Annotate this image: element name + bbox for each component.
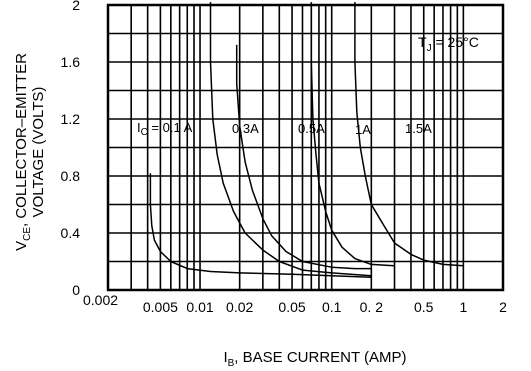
- y-axis-title-line2: VOLTAGE (VOLTS): [30, 87, 47, 218]
- x-tick-label: 0.002: [83, 292, 118, 308]
- y-tick-label: 0: [72, 282, 80, 298]
- plot-frame: [106, 3, 505, 292]
- y-tick-label: 0.8: [61, 168, 81, 184]
- x-tick-label: 1: [459, 299, 467, 315]
- series-curve-0: [149, 173, 372, 278]
- series-curve-2: [235, 44, 372, 270]
- x-tick-labels: 0.002 0.005 0.01 0.02 0.05 0.1 0. 2 0.5 1 2: [83, 292, 507, 315]
- x-tick-label: 0.005: [143, 299, 178, 315]
- series-curve-1: [209, 2, 372, 277]
- curves: [149, 2, 464, 278]
- y-tick-label: 0.4: [61, 225, 81, 241]
- y-axis-title-line1: VCE, COLLECTOR–EMITTER: [13, 53, 33, 251]
- series-curve-3: [310, 2, 395, 267]
- label-1a: 1A: [355, 122, 371, 137]
- series-curve-4: [354, 2, 464, 267]
- label-0-3a: 0.3A: [232, 121, 259, 136]
- y-tick-label: 1.6: [61, 54, 81, 70]
- x-tick-label: 2: [499, 299, 507, 315]
- x-tick-label: 0.01: [186, 299, 213, 315]
- y-tick-label: 2: [72, 0, 80, 13]
- plot-border: [106, 3, 505, 292]
- x-tick-label: 0. 2: [360, 299, 384, 315]
- label-ic-0-1a: IC = 0.1 A: [137, 120, 193, 138]
- x-tick-label: 0.05: [278, 299, 305, 315]
- x-axis-title: IB, BASE CURRENT (AMP): [223, 349, 406, 369]
- x-tick-label: 0.02: [226, 299, 253, 315]
- x-tick-label: 0.1: [322, 299, 342, 315]
- condition-tj: TJ = 25°C: [418, 34, 479, 54]
- y-tick-labels: 0 0.4 0.8 1.2 1.6 2: [61, 0, 81, 298]
- label-1-5a: 1.5A: [405, 121, 432, 136]
- y-tick-label: 1.2: [61, 111, 81, 127]
- x-tick-label: 0.5: [414, 299, 434, 315]
- label-0-5a: 0.5A: [298, 121, 325, 136]
